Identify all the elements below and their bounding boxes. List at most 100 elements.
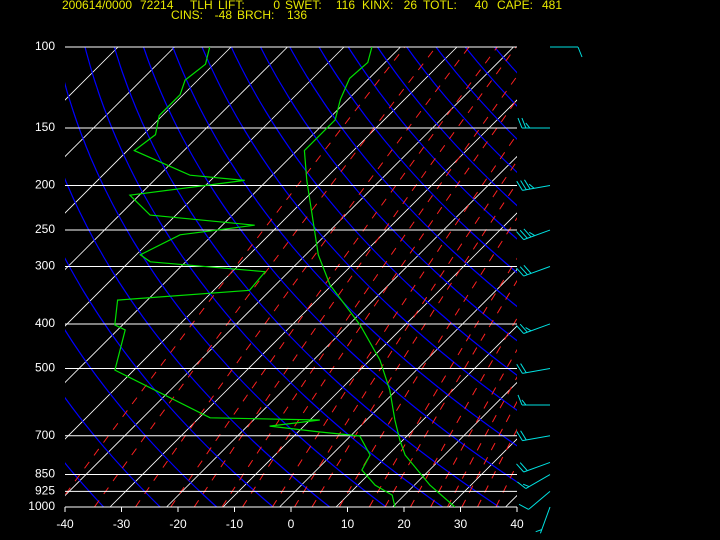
wind-barb: [518, 491, 551, 510]
isotherm: [65, 47, 175, 158]
wind-barb: [516, 265, 551, 277]
wind-barb: [516, 179, 551, 191]
barb-feather: [517, 394, 523, 406]
index-value: 40: [475, 0, 489, 12]
y-tick-label: 925: [35, 484, 55, 498]
y-tick-label: 300: [35, 259, 55, 273]
header-station: TLH: [190, 0, 213, 12]
dry-adiabat: [377, 47, 517, 207]
barb-feather: [525, 327, 532, 332]
mixing-ratio-line: [461, 400, 517, 507]
index-value: 116: [336, 0, 355, 12]
barb-feather: [577, 46, 583, 58]
wind-barb: [535, 506, 551, 534]
barb-feather: [517, 117, 523, 129]
isotherm: [222, 212, 517, 507]
barb-feather: [524, 179, 531, 190]
y-tick-label: 200: [35, 178, 55, 192]
isotherm: [279, 268, 517, 507]
index-label: BRCH:: [237, 8, 274, 22]
wind-barb: [517, 394, 550, 406]
mixing-ratio-line: [193, 47, 517, 507]
barb-feather: [516, 463, 525, 473]
wind-barb: [516, 461, 551, 473]
dry-adiabat: [65, 396, 161, 507]
barb-feather: [535, 529, 542, 533]
mixing-ratio-line: [294, 160, 517, 507]
temperature-profile: [303, 47, 456, 507]
barb-staff: [522, 184, 551, 191]
isotherm: [392, 381, 517, 507]
dry-adiabat: [65, 81, 387, 507]
barb-feather: [528, 183, 535, 189]
barb-feather: [523, 483, 530, 488]
barb-feather: [516, 267, 525, 277]
barb-feather: [516, 325, 525, 334]
dry-adiabat: [142, 47, 517, 483]
mixing-ratio-line: [430, 348, 517, 507]
barb-feather: [520, 430, 527, 441]
barb-feather: [519, 323, 528, 333]
wind-barb: [516, 323, 551, 334]
mixing-ratio-line: [242, 98, 517, 507]
dewpoint-profile: [114, 47, 396, 507]
isotherm: [65, 47, 288, 271]
isotherm: [65, 47, 458, 440]
isotherm: [65, 47, 345, 327]
index-value: 481: [542, 0, 562, 12]
x-tick-label: -30: [113, 517, 131, 531]
dry-adiabat: [65, 177, 331, 507]
y-tick-label: 1000: [28, 499, 55, 513]
barb-feather: [521, 117, 527, 129]
barb-staff: [523, 461, 551, 473]
barb-feather: [520, 363, 527, 373]
barb-feather: [516, 363, 523, 374]
x-tick-label: 20: [397, 517, 411, 531]
barb-feather: [519, 266, 528, 276]
barb-staff: [523, 323, 551, 334]
barb-staff: [539, 506, 551, 534]
barb-staff: [528, 491, 551, 510]
dry-adiabat: [289, 47, 517, 308]
y-tick-label: 150: [35, 120, 55, 134]
dry-adiabat: [435, 47, 517, 140]
dry-adiabat: [65, 257, 274, 507]
x-tick-label: 30: [454, 517, 468, 531]
plot-background-lines: [65, 47, 517, 507]
dry-adiabat: [347, 47, 517, 240]
mixing-ratio-line: [65, 47, 406, 496]
mixing-ratio-line: [170, 47, 498, 507]
barb-feather: [519, 462, 528, 471]
isotherm: [65, 47, 232, 214]
wind-barb: [516, 430, 551, 442]
barb-feather: [516, 481, 527, 489]
isotherm: [109, 99, 517, 507]
dry-adiabat: [65, 329, 218, 507]
barb-staff: [525, 474, 551, 489]
index-value: 26: [404, 0, 418, 12]
barb-feather: [519, 229, 528, 239]
y-tick-label: 100: [35, 39, 55, 53]
mixing-ratio-line: [447, 376, 517, 507]
y-tick-label: 700: [35, 428, 55, 442]
wind-barb: [516, 228, 551, 241]
y-tick-label: 400: [35, 316, 55, 330]
barb-staff: [522, 435, 551, 442]
x-tick-label: -10: [226, 517, 244, 531]
barb-feather: [516, 231, 525, 240]
barb-feather: [518, 503, 529, 510]
barb-feather: [525, 122, 531, 129]
wind-barb: [517, 117, 550, 129]
dry-adiabat: [318, 47, 517, 274]
x-tick-label: 0: [288, 517, 295, 531]
dry-adiabat: [84, 47, 444, 507]
wind-barb: [550, 46, 583, 58]
y-tick-label: 250: [35, 222, 55, 236]
barb-feather: [523, 265, 532, 274]
index-value: 136: [287, 8, 307, 22]
barb-feather: [516, 180, 523, 191]
